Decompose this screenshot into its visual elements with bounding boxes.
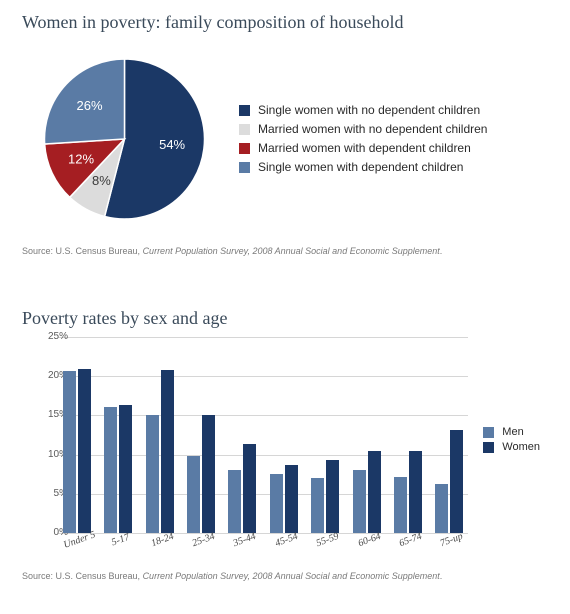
legend-item: Women xyxy=(483,441,540,453)
pie-slice-label: 54% xyxy=(159,137,185,152)
bar-legend: Men Women xyxy=(483,423,540,456)
bar xyxy=(326,460,339,533)
bar-group: 35-44 xyxy=(224,444,261,533)
x-tick-label: 5-17 xyxy=(110,532,131,549)
bar-group: 45-54 xyxy=(265,465,302,533)
legend-item: Single women with dependent children xyxy=(239,160,487,174)
bar xyxy=(270,474,283,533)
bar xyxy=(243,444,256,533)
bar xyxy=(78,369,91,533)
bar-chart: 0%5%10%15%20%25% Under 55-1718-2425-3435… xyxy=(22,337,548,567)
legend-swatch xyxy=(239,124,250,135)
bar xyxy=(119,405,132,533)
legend-swatch xyxy=(483,427,494,438)
bar xyxy=(146,415,159,533)
legend-item: Single women with no dependent children xyxy=(239,103,487,117)
source-suffix: . xyxy=(440,246,443,256)
bar xyxy=(202,415,215,533)
bar xyxy=(368,451,381,533)
pie-title: Women in poverty: family composition of … xyxy=(22,12,548,33)
pie-slice-label: 8% xyxy=(92,173,111,188)
legend-label: Married women with dependent children xyxy=(258,141,471,155)
legend-label: Men xyxy=(502,426,523,438)
plot-area: Under 55-1718-2425-3435-4445-5455-5960-6… xyxy=(58,337,468,533)
pie-slice-label: 12% xyxy=(68,151,94,166)
bars-title: Poverty rates by sex and age xyxy=(22,308,548,329)
source-suffix: . xyxy=(440,571,443,581)
bar-group: Under 5 xyxy=(58,369,95,533)
legend-item: Married women with dependent children xyxy=(239,141,487,155)
bar-group: 75-up xyxy=(431,430,468,533)
legend-swatch xyxy=(483,442,494,453)
bar-group: 5-17 xyxy=(99,405,136,533)
pie-panel: Women in poverty: family composition of … xyxy=(0,0,570,266)
bar xyxy=(353,470,366,534)
legend-label: Single women with dependent children xyxy=(258,160,463,174)
bar xyxy=(409,451,422,533)
pie-source: Source: U.S. Census Bureau, Current Popu… xyxy=(22,246,548,256)
bar xyxy=(228,470,241,533)
bar xyxy=(285,465,298,533)
source-prefix: Source: U.S. Census Bureau, xyxy=(22,246,143,256)
bar-group: 60-64 xyxy=(348,451,385,533)
bars-row: Under 55-1718-2425-3435-4445-5455-5960-6… xyxy=(58,337,468,533)
legend-label: Single women with no dependent children xyxy=(258,103,480,117)
bars-panel: Poverty rates by sex and age 0%5%10%15%2… xyxy=(0,296,570,591)
bar xyxy=(187,456,200,533)
bar-group: 25-34 xyxy=(182,415,219,533)
legend-item: Men xyxy=(483,426,540,438)
bar xyxy=(311,478,324,533)
legend-swatch xyxy=(239,143,250,154)
legend-item: Married women with no dependent children xyxy=(239,122,487,136)
bar-group: 18-24 xyxy=(141,370,178,533)
bar-group: 65-74 xyxy=(389,451,426,533)
legend-label: Married women with no dependent children xyxy=(258,122,487,136)
bar xyxy=(63,371,76,533)
bar xyxy=(450,430,463,533)
legend-swatch xyxy=(239,162,250,173)
pie-slice-label: 26% xyxy=(76,98,102,113)
legend-label: Women xyxy=(502,441,540,453)
legend-swatch xyxy=(239,105,250,116)
bars-source: Source: U.S. Census Bureau, Current Popu… xyxy=(22,571,548,581)
bar-group: 55-59 xyxy=(306,460,343,533)
bar xyxy=(161,370,174,533)
bar xyxy=(435,484,448,533)
bar xyxy=(104,407,117,533)
source-italic: Current Population Survey, 2008 Annual S… xyxy=(143,246,440,256)
pie-chart: 54% 8% 12% 26% xyxy=(22,41,227,236)
source-prefix: Source: U.S. Census Bureau, xyxy=(22,571,143,581)
pie-legend: Single women with no dependent children M… xyxy=(239,98,487,179)
pie-row: 54% 8% 12% 26% Single women with no depende… xyxy=(22,41,548,236)
source-italic: Current Population Survey, 2008 Annual S… xyxy=(143,571,440,581)
bar xyxy=(394,477,407,533)
